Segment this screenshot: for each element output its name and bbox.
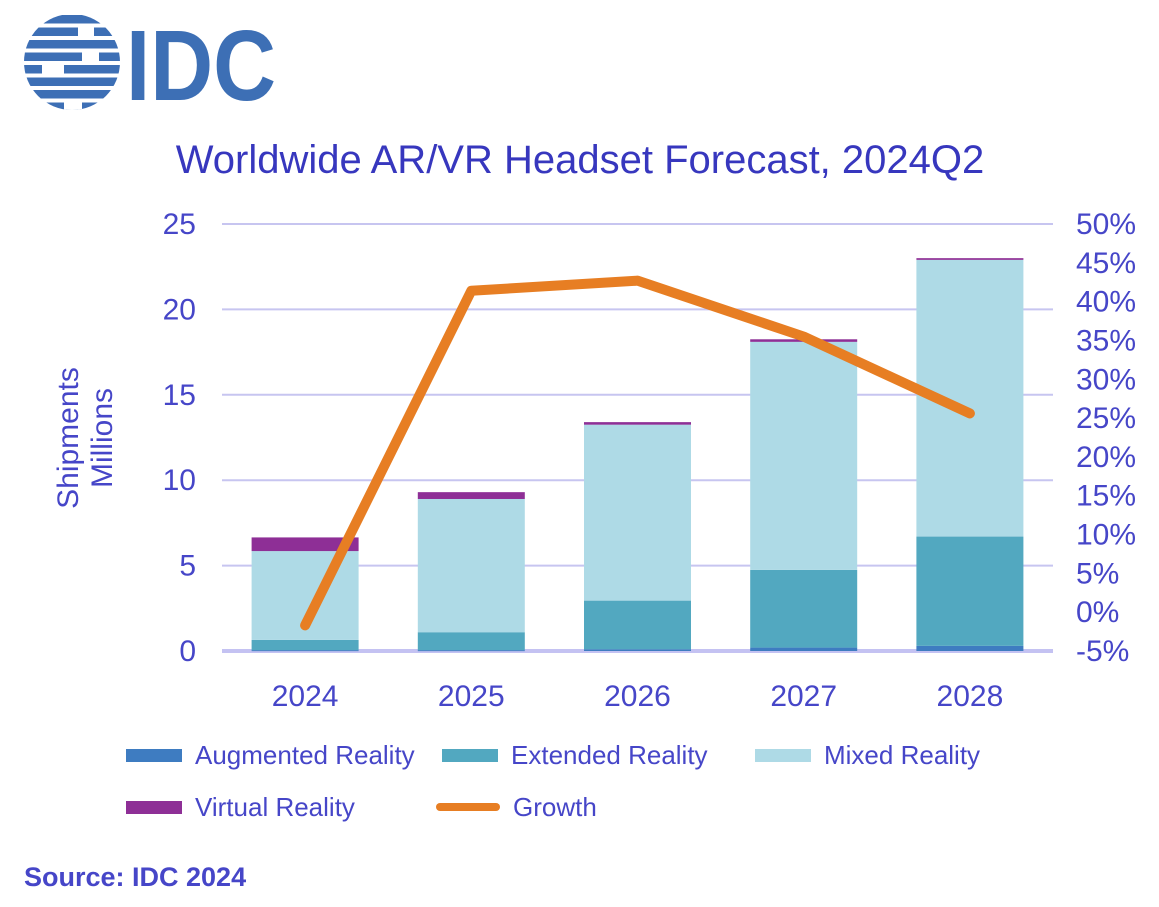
bar-segment-2025-extended-reality xyxy=(417,632,525,651)
y-axis-tick: 20 xyxy=(163,293,196,326)
bar-segment-2025-mixed-reality xyxy=(417,498,525,633)
bar-segment-2026-mixed-reality xyxy=(584,424,691,601)
x-axis-label: 2024 xyxy=(272,680,339,713)
legend-label: Augmented Reality xyxy=(195,739,415,770)
right-axis-tick: 15% xyxy=(1076,480,1136,513)
right-axis-tick: 20% xyxy=(1076,441,1136,474)
x-axis-label: 2025 xyxy=(438,680,505,713)
y-axis-tick: 5 xyxy=(179,550,196,583)
bar-segment-2026-extended-reality xyxy=(584,600,691,650)
right-axis-tick: 5% xyxy=(1076,557,1119,590)
legend-item-augmented-reality: Augmented Reality xyxy=(126,740,415,770)
augmented-reality-swatch xyxy=(126,748,182,762)
legend-label: Mixed Reality xyxy=(824,739,981,770)
bar-segment-2026-augmented-reality xyxy=(584,649,691,651)
y-axis-tick: 0 xyxy=(179,635,196,668)
x-axis-label: 2026 xyxy=(604,680,671,713)
bar-segment-2024-virtual-reality xyxy=(251,537,359,552)
right-axis-tick: 35% xyxy=(1076,324,1136,357)
right-axis-tick: 45% xyxy=(1076,247,1136,280)
legend-label: Extended Reality xyxy=(511,739,708,770)
idc-logo: IDC xyxy=(24,12,276,112)
y-axis-title: Millions xyxy=(86,388,119,488)
extended-reality-swatch xyxy=(442,748,498,762)
mixed-reality-swatch xyxy=(755,748,811,762)
y-axis-tick: 15 xyxy=(163,379,196,412)
bar-segment-2024-extended-reality xyxy=(251,639,359,651)
bar-segment-2028-augmented-reality xyxy=(916,645,1024,651)
right-axis-tick: 50% xyxy=(1076,208,1136,241)
legend-item-virtual-reality: Virtual Reality xyxy=(126,792,355,822)
bar-segment-2025-augmented-reality xyxy=(417,650,525,652)
bar-segment-2027-extended-reality xyxy=(750,569,858,648)
bar-segment-2025-virtual-reality xyxy=(417,492,525,499)
growth-line xyxy=(300,275,975,631)
legend-label: Growth xyxy=(513,791,597,822)
bar-segment-2028-virtual-reality xyxy=(916,258,1024,260)
y-axis-tick: 25 xyxy=(163,208,196,241)
legend-item-growth: Growth xyxy=(436,792,597,822)
y-axis-title: Shipments xyxy=(52,367,85,509)
growth-line-swatch xyxy=(436,803,500,811)
bar-segment-2024-augmented-reality xyxy=(251,650,359,652)
legend-item-mixed-reality: Mixed Reality xyxy=(755,740,980,770)
x-axis-label: 2028 xyxy=(937,680,1004,713)
bar-segment-2027-mixed-reality xyxy=(750,341,858,570)
chart-title: Worldwide AR/VR Headset Forecast, 2024Q2 xyxy=(175,138,985,182)
y-axis-tick: 10 xyxy=(163,464,196,497)
x-axis-label: 2027 xyxy=(770,680,837,713)
virtual-reality-swatch xyxy=(126,800,182,814)
right-axis-tick: 0% xyxy=(1076,596,1119,629)
bar-segment-2026-virtual-reality xyxy=(584,422,691,425)
right-axis-tick: -5% xyxy=(1076,635,1129,668)
right-axis-tick: 25% xyxy=(1076,402,1136,435)
bar-segment-2028-extended-reality xyxy=(916,536,1024,646)
source-note: Source: IDC 2024 xyxy=(24,862,247,892)
idc-logo-text: IDC xyxy=(126,12,276,112)
right-axis-tick: 30% xyxy=(1076,363,1136,396)
right-axis-tick: 40% xyxy=(1076,286,1136,319)
right-axis-tick: 10% xyxy=(1076,519,1136,552)
bar-segment-2027-augmented-reality xyxy=(750,647,858,651)
legend-item-extended-reality: Extended Reality xyxy=(442,740,708,770)
idc-globe-icon xyxy=(24,15,120,110)
legend-label: Virtual Reality xyxy=(195,791,355,822)
